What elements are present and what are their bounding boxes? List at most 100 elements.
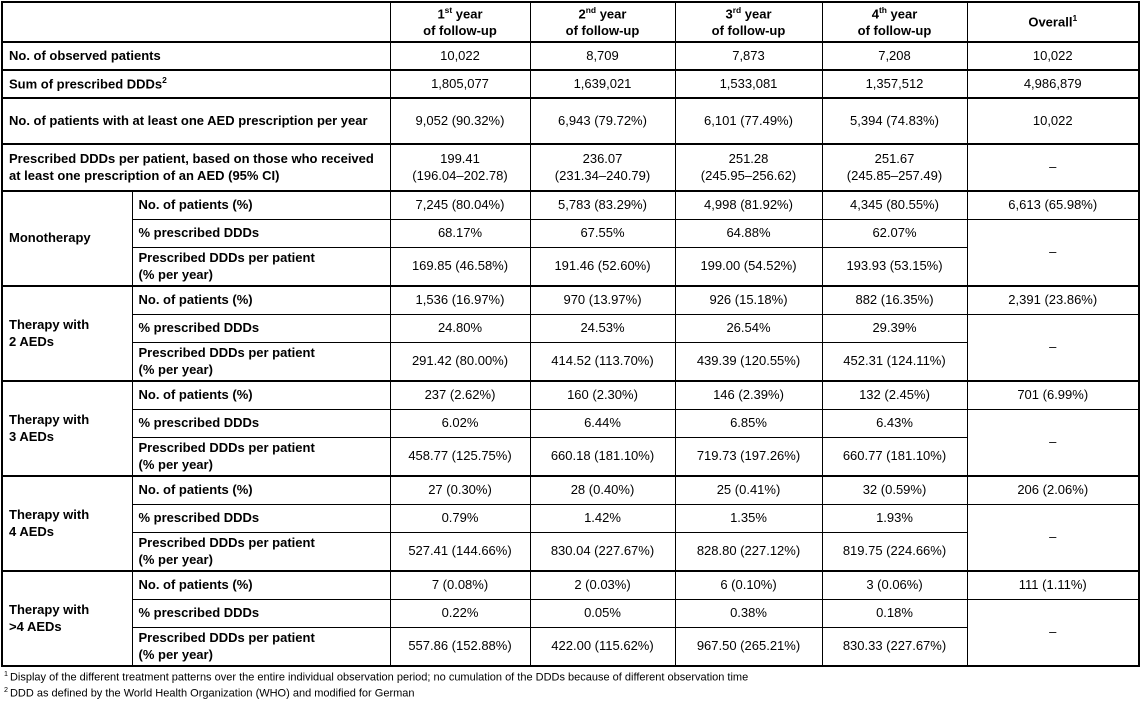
group-2aeds-patients-row: Therapy with 2 AEDs No. of patients (%) … (1, 285, 1140, 382)
overall-dash-cell: – (966, 504, 1140, 572)
value-cell: 7,873 (674, 41, 823, 71)
value-cell: 1,533,081 (674, 69, 823, 99)
col-header-year-2: 2nd year of follow-up (529, 1, 676, 43)
year-label-line2: of follow-up (565, 22, 640, 38)
value-cell: 5,394 (74.83%) (821, 97, 968, 145)
sub-row-label: Prescribed DDDs per patient (% per year) (131, 247, 391, 287)
sub-row-label: Prescribed DDDs per patient (% per year) (131, 627, 391, 667)
value-cell: 6.43% (821, 409, 968, 438)
year-ordinal-suffix: st (444, 5, 453, 16)
header-row: 1st year of follow-up 2nd year of follow… (1, 1, 1140, 43)
group-monotherapy-pct-ddds-row: % prescribed DDDs 68.17% 67.55% 64.88% 6… (2, 219, 1140, 287)
value-cell: 10,022 (966, 41, 1140, 71)
value-cell: 1,639,021 (529, 69, 676, 99)
group-name-4-aeds: Therapy with 4 AEDs (1, 475, 133, 572)
year-ordinal-suffix: rd (732, 5, 742, 16)
value-cell: 882 (16.35%) (821, 285, 968, 315)
col-header-year-3: 3rd year of follow-up (674, 1, 823, 43)
value-cell: 6.85% (674, 409, 823, 438)
value-cell: 199.00 (54.52%) (674, 247, 823, 287)
value-cell: 251.67 (245.85–257.49) (821, 143, 968, 192)
value-cell: 64.88% (674, 219, 823, 248)
row-ddds-per-patient-ci: Prescribed DDDs per patient, based on th… (1, 143, 1140, 192)
value-cell: 111 (1.11%) (966, 570, 1140, 600)
year-ordinal: 4 (871, 6, 879, 22)
value-cell: 68.17% (389, 219, 531, 248)
value-cell: 169.85 (46.58%) (389, 247, 531, 287)
value-cell: 206 (2.06%) (966, 475, 1140, 505)
overall-label: Overall (1028, 14, 1073, 30)
sub-row-label: Prescribed DDDs per patient (% per year) (131, 342, 391, 382)
year-label: year (452, 6, 483, 22)
overall-dash-cell: – (966, 409, 1140, 477)
value-cell: 819.75 (224.66%) (821, 532, 968, 572)
group-4aeds-pct-ddds-row: % prescribed DDDs 0.79% 1.42% 1.35% 1.93… (2, 504, 1140, 572)
col-header-year-4: 4th year of follow-up (821, 1, 968, 43)
value-cell: 1,536 (16.97%) (389, 285, 531, 315)
footnote-1-marker: 1 (4, 670, 8, 678)
footnote-2-text: DDD as defined by the World Health Organ… (9, 687, 415, 700)
value-cell: 62.07% (821, 219, 968, 248)
value-cell: 6,613 (65.98%) (966, 190, 1140, 220)
col-header-overall: Overall1 (966, 1, 1140, 43)
value-cell: 7,245 (80.04%) (389, 190, 531, 220)
row-observed-patients: No. of observed patients 10,022 8,709 7,… (1, 41, 1140, 71)
group-4aeds-ddds-per-patient-row: Prescribed DDDs per patient (% per year)… (2, 532, 1139, 572)
value-cell: 1,357,512 (821, 69, 968, 99)
value-cell: 3 (0.06%) (821, 570, 968, 600)
value-cell: 701 (6.99%) (966, 380, 1140, 410)
sub-row-label: No. of patients (%) (131, 190, 391, 220)
group-2aeds-ddds-per-patient-row: Prescribed DDDs per patient (% per year)… (2, 342, 1139, 382)
value-cell: 199.41 (196.04–202.78) (389, 143, 531, 192)
row-sum-ddds: Sum of prescribed DDDs2 1,805,077 1,639,… (1, 69, 1140, 99)
group-name-monotherapy: Monotherapy (1, 190, 133, 287)
value-cell: 193.93 (53.15%) (821, 247, 968, 287)
year-label-line2: of follow-up (711, 22, 786, 38)
value-cell: 7,208 (821, 41, 968, 71)
footnote-1-text: Display of the different treatment patte… (9, 671, 749, 684)
value-cell: 10,022 (389, 41, 531, 71)
sub-row-label: % prescribed DDDs (131, 409, 391, 438)
group-3aeds-pct-ddds-row: % prescribed DDDs 6.02% 6.44% 6.85% 6.43… (2, 409, 1140, 477)
sub-row-label: % prescribed DDDs (131, 314, 391, 343)
row-aed-prescription-patients: No. of patients with at least one AED pr… (1, 97, 1140, 145)
value-cell: 0.22% (389, 599, 531, 628)
value-cell: 1.35% (674, 504, 823, 533)
value-cell: 27 (0.30%) (389, 475, 531, 505)
value-cell: 6,943 (79.72%) (529, 97, 676, 145)
value-cell: 132 (2.45%) (821, 380, 968, 410)
sub-row-label: % prescribed DDDs (131, 599, 391, 628)
value-cell: 439.39 (120.55%) (674, 342, 823, 382)
value-cell: 1.42% (529, 504, 676, 533)
value-cell: 67.55% (529, 219, 676, 248)
year-label: year (886, 6, 918, 22)
value-cell: 2,391 (23.86%) (966, 285, 1140, 315)
group-3aeds-patients-row: Therapy with 3 AEDs No. of patients (%) … (1, 380, 1140, 477)
sub-row-label: % prescribed DDDs (131, 504, 391, 533)
sub-row-label: No. of patients (%) (131, 570, 391, 600)
group-gt4aeds-ddds-per-patient-row: Prescribed DDDs per patient (% per year)… (2, 627, 1139, 667)
col-header-year-1: 1st year of follow-up (389, 1, 531, 43)
value-cell: 28 (0.40%) (529, 475, 676, 505)
year-label-line2: of follow-up (423, 22, 497, 38)
year-ordinal: 2 (578, 6, 586, 22)
value-cell: 237 (2.62%) (389, 380, 531, 410)
sub-row-label: No. of patients (%) (131, 475, 391, 505)
value-cell: 557.86 (152.88%) (389, 627, 531, 667)
footnote-2-marker: 2 (4, 685, 8, 694)
value-cell: 422.00 (115.62%) (529, 627, 676, 667)
value-cell: 830.04 (227.67%) (529, 532, 676, 572)
value-cell: 660.18 (181.10%) (529, 437, 676, 477)
value-cell: 0.05% (529, 599, 676, 628)
value-cell: 660.77 (181.10%) (821, 437, 968, 477)
value-cell: 970 (13.97%) (529, 285, 676, 315)
group-2aeds-pct-ddds-row: % prescribed DDDs 24.80% 24.53% 26.54% 2… (2, 314, 1140, 382)
group-name-2-aeds: Therapy with 2 AEDs (1, 285, 133, 382)
value-cell: 458.77 (125.75%) (389, 437, 531, 477)
group-monotherapy-patients-row: Monotherapy No. of patients (%) 7,245 (8… (1, 190, 1140, 287)
value-cell: 10,022 (966, 97, 1140, 145)
footnote-1: 1 Display of the different treatment patt… (4, 670, 1140, 686)
value-cell: 24.80% (389, 314, 531, 343)
value-cell: 6 (0.10%) (674, 570, 823, 600)
